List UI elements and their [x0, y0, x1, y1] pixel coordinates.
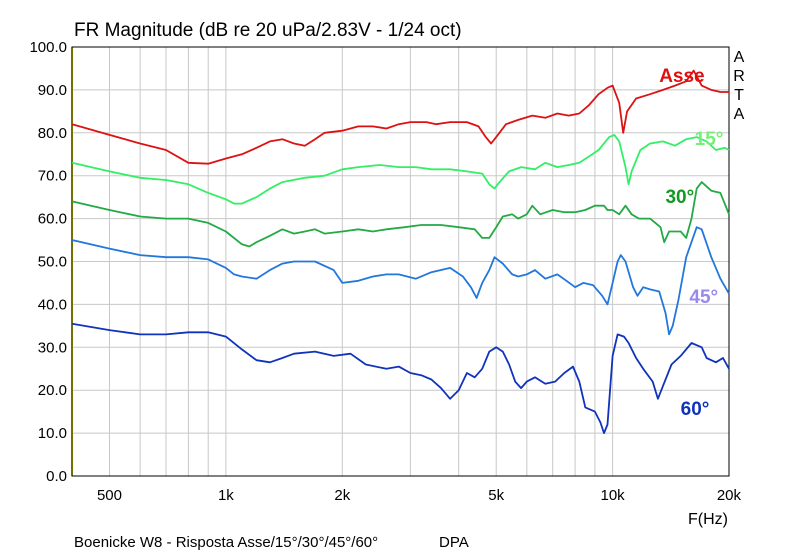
- footer-caption: Boenicke W8 - Risposta Asse/15°/30°/45°/…: [74, 534, 379, 551]
- series-line-2: [71, 181, 730, 248]
- series-line-4: [71, 322, 730, 434]
- series-label: 45°: [689, 287, 718, 308]
- y-tick-label: 80.0: [38, 125, 67, 142]
- y-tick-label: 10.0: [38, 425, 67, 442]
- y-tick-label: 30.0: [38, 339, 67, 356]
- series-line-1: [71, 134, 730, 205]
- arta-letter: R: [733, 68, 745, 85]
- series-label: 60°: [681, 399, 710, 420]
- y-tick-label: 50.0: [38, 254, 67, 271]
- x-tick-label: 20k: [717, 487, 742, 504]
- chart-title: FR Magnitude (dB re 20 uPa/2.83V - 1/24 …: [74, 20, 462, 41]
- series-line-3: [71, 226, 730, 336]
- plot-frame: [71, 46, 730, 477]
- footer: Boenicke W8 - Risposta Asse/15°/30°/45°/…: [74, 534, 469, 551]
- footer-dpa: DPA: [439, 534, 469, 551]
- x-axis-label: F(Hz): [688, 511, 728, 528]
- series-layer: [71, 69, 730, 434]
- grid: [71, 46, 730, 477]
- y-tick-label: 20.0: [38, 382, 67, 399]
- y-tick-label: 40.0: [38, 296, 67, 313]
- x-tick-label: 5k: [488, 487, 504, 504]
- x-axis-ticks: 500 1k 2k 5k 10k 20k: [97, 487, 742, 504]
- y-axis-ticks: 0.0 10.0 20.0 30.0 40.0 50.0 60.0 70.0 80.0 90.0 1…: [29, 39, 67, 485]
- y-tick-label: 70.0: [38, 168, 67, 185]
- arta-letter: T: [734, 87, 744, 104]
- y-tick-label: 0.0: [46, 468, 67, 485]
- y-tick-label: 90.0: [38, 82, 67, 99]
- y-tick-label: 60.0: [38, 211, 67, 228]
- plot-border: [71, 46, 730, 477]
- y-tick-label: 100.0: [29, 39, 67, 56]
- arta-letter: A: [733, 49, 745, 66]
- series-line-0: [71, 69, 729, 165]
- x-tick-label: 1k: [218, 487, 234, 504]
- arta-letter: A: [733, 106, 745, 123]
- arta-watermark: A R T A: [733, 48, 745, 124]
- x-tick-label: 2k: [334, 487, 350, 504]
- series-label: 30°: [665, 187, 694, 208]
- series-label: 15°: [695, 129, 724, 150]
- series-labels: Asse 15° 30° 45° 60°: [659, 66, 723, 420]
- series-label: Asse: [659, 66, 704, 87]
- x-tick-label: 10k: [600, 487, 625, 504]
- x-tick-label: 500: [97, 487, 122, 504]
